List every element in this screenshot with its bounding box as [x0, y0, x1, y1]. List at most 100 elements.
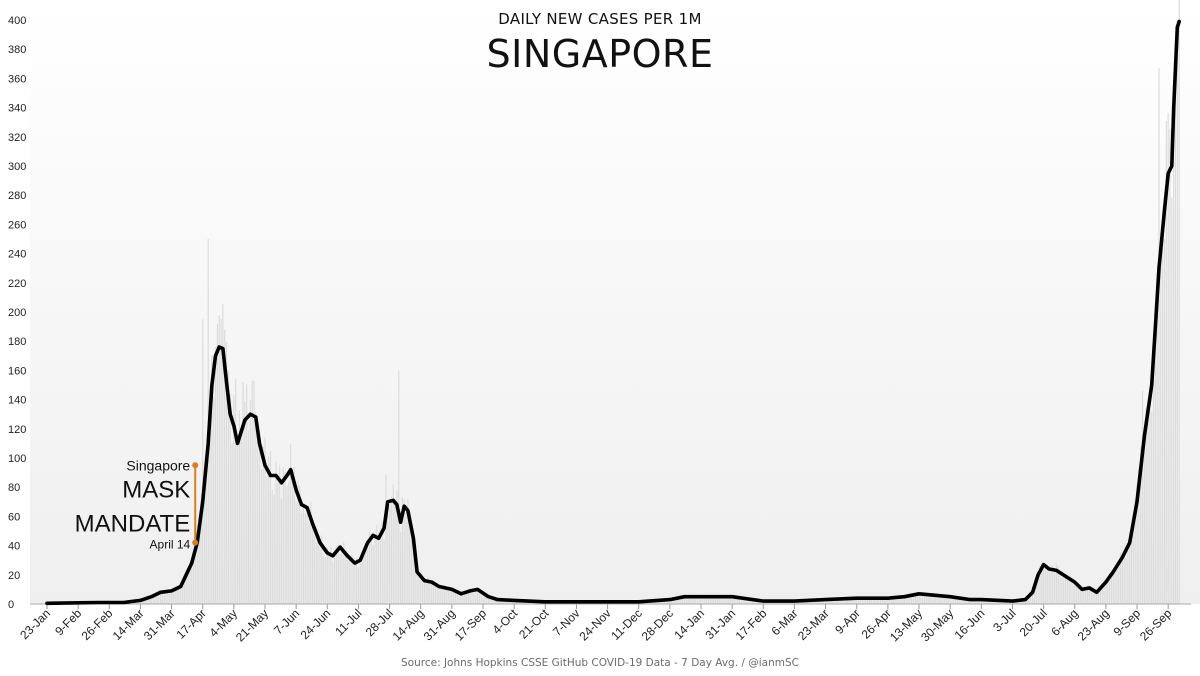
daily-bar — [1024, 599, 1026, 604]
daily-bar — [1143, 445, 1145, 604]
daily-bar — [1079, 584, 1081, 604]
daily-bar — [819, 600, 821, 604]
x-tick-label: 26-Feb — [79, 606, 116, 643]
daily-bar — [275, 461, 277, 604]
daily-bar — [830, 600, 832, 604]
daily-bar — [1116, 568, 1118, 604]
daily-bar — [854, 598, 856, 604]
daily-bar — [722, 597, 724, 604]
daily-bar — [282, 467, 284, 604]
daily-bar — [310, 501, 312, 604]
x-tick-label: 16-Jun — [952, 606, 988, 642]
daily-bar — [1160, 256, 1162, 604]
daily-bar — [385, 474, 387, 604]
daily-bar — [920, 593, 922, 604]
daily-bar — [989, 599, 992, 604]
daily-bar — [262, 446, 264, 604]
x-tick-label: 23-Mar — [795, 606, 832, 643]
daily-bar — [980, 598, 982, 604]
daily-bar — [504, 600, 506, 604]
daily-bar — [409, 527, 411, 604]
x-tick-label: 17-Feb — [733, 606, 770, 643]
daily-bar — [726, 596, 728, 604]
daily-bar — [885, 597, 887, 604]
daily-bar — [427, 577, 429, 604]
daily-bar — [284, 471, 286, 604]
daily-bar — [442, 589, 444, 604]
daily-bar — [421, 579, 424, 604]
daily-bar — [1096, 591, 1098, 604]
daily-bar — [931, 594, 933, 604]
daily-bar — [225, 342, 228, 604]
daily-bar — [465, 592, 468, 604]
daily-bar — [665, 599, 667, 604]
y-tick-label: 80 — [8, 482, 20, 494]
daily-bar — [748, 598, 750, 604]
daily-bar — [958, 597, 960, 604]
daily-bar — [376, 524, 378, 604]
daily-bar — [414, 548, 416, 604]
y-tick-label: 320 — [8, 132, 26, 144]
daily-bar — [1085, 588, 1087, 604]
daily-bar — [707, 595, 709, 604]
daily-bar — [345, 552, 347, 604]
daily-bar — [420, 579, 422, 604]
daily-bar — [341, 548, 343, 604]
daily-bar — [890, 596, 893, 604]
daily-bar — [909, 596, 911, 604]
daily-bar — [839, 599, 841, 604]
daily-bar — [1064, 574, 1067, 604]
daily-bar — [264, 437, 266, 604]
x-tick-label: 11-Dec — [608, 606, 645, 643]
daily-bar — [861, 599, 863, 604]
daily-bar — [484, 594, 486, 604]
daily-bar — [1129, 541, 1131, 604]
y-tick-label: 160 — [8, 365, 26, 377]
daily-bar — [357, 567, 360, 604]
daily-bar — [334, 552, 336, 604]
annotation-country: Singapore — [126, 457, 190, 473]
daily-bar — [671, 599, 673, 604]
daily-bar — [150, 595, 153, 604]
daily-bar — [187, 567, 189, 604]
daily-bar — [663, 600, 665, 604]
daily-bar — [693, 596, 695, 604]
daily-bar — [1165, 121, 1167, 604]
daily-bar — [1136, 484, 1138, 604]
daily-bar — [372, 545, 374, 604]
daily-bar — [841, 598, 843, 604]
x-axis: 23-Jan 9-Feb26-Feb14-Mar31-Mar17-Apr4-May… — [17, 603, 1191, 644]
daily-bar — [1050, 572, 1052, 604]
daily-bar — [368, 531, 371, 604]
daily-bar — [986, 600, 988, 604]
daily-bar — [156, 594, 158, 604]
daily-bar — [672, 599, 675, 604]
daily-bar — [705, 596, 708, 604]
daily-bar — [843, 599, 845, 604]
daily-bar — [687, 596, 689, 604]
daily-bar — [352, 556, 354, 604]
daily-bar — [141, 600, 143, 604]
daily-bar — [451, 588, 453, 604]
daily-bar — [1107, 577, 1109, 604]
daily-bar — [1053, 568, 1056, 604]
daily-bar — [955, 596, 957, 604]
daily-bar — [1059, 571, 1061, 604]
daily-bar — [1044, 568, 1047, 604]
daily-bar — [1151, 411, 1153, 604]
daily-bar — [944, 595, 946, 604]
daily-bar — [738, 596, 741, 604]
daily-bar — [975, 598, 977, 604]
daily-bar — [172, 588, 175, 604]
y-tick-label: 340 — [8, 103, 26, 115]
daily-bar — [394, 503, 396, 604]
daily-bar — [1068, 579, 1070, 604]
daily-bar — [1077, 582, 1080, 604]
daily-bar — [416, 571, 418, 604]
daily-bar — [1149, 388, 1151, 604]
x-tick-label: 14-Aug — [390, 606, 427, 643]
x-tick-label: 24-Nov — [576, 606, 613, 643]
daily-bar — [1033, 588, 1036, 604]
